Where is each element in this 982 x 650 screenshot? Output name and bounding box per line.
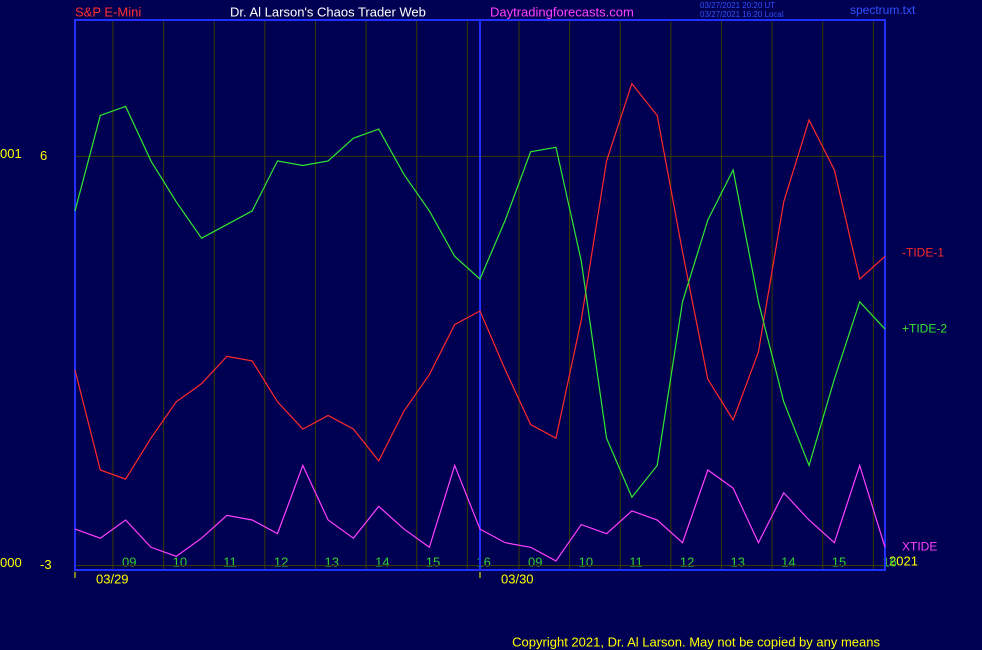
plot-border <box>74 19 886 571</box>
x-tick-label: 13 <box>324 554 338 569</box>
x-tick-label: 13 <box>730 554 744 569</box>
series-line <box>74 105 886 499</box>
x-tick-label: 14 <box>781 554 795 569</box>
copyright: Copyright 2021, Dr. Al Larson. May not b… <box>512 634 880 649</box>
y-tick-label: 6 <box>40 148 47 163</box>
x-tick-label: 11 <box>223 554 237 569</box>
date-label: 03/30 <box>501 571 534 586</box>
legend-label: XTIDE <box>902 539 937 553</box>
x-tick-label: 16 <box>476 554 490 569</box>
x-tick-label: 12 <box>680 554 694 569</box>
timestamp: 03/27/2021 16:20 Local <box>700 10 784 19</box>
header-text: Dr. Al Larson's Chaos Trader Web <box>230 4 426 19</box>
left-label: 000 <box>0 555 22 570</box>
x-tick-label: 12 <box>274 554 288 569</box>
x-tick-label: 14 <box>375 554 389 569</box>
x-tick-label: 09 <box>122 554 136 569</box>
header-text: Daytradingforecasts.com <box>490 4 634 19</box>
x-tick-label: 09 <box>528 554 542 569</box>
year-label: 2021 <box>889 553 918 568</box>
x-tick-label: 10 <box>579 554 593 569</box>
date-label: 03/29 <box>96 571 129 586</box>
legend-label: -TIDE-1 <box>902 246 944 260</box>
header-text: S&P E-Mini <box>75 4 141 19</box>
series-line <box>74 463 886 562</box>
file-name: spectrum.txt <box>850 3 916 17</box>
series-line <box>74 82 886 480</box>
y-tick-label: -3 <box>40 557 52 572</box>
x-tick-label: 10 <box>173 554 187 569</box>
x-tick-label: 15 <box>426 554 440 569</box>
timestamp: 03/27/2021 20:20 UT <box>700 1 775 10</box>
legend-label: +TIDE-2 <box>902 321 947 335</box>
x-tick-label: 15 <box>832 554 846 569</box>
left-label: 001 <box>0 146 22 161</box>
x-tick-label: 11 <box>629 554 643 569</box>
